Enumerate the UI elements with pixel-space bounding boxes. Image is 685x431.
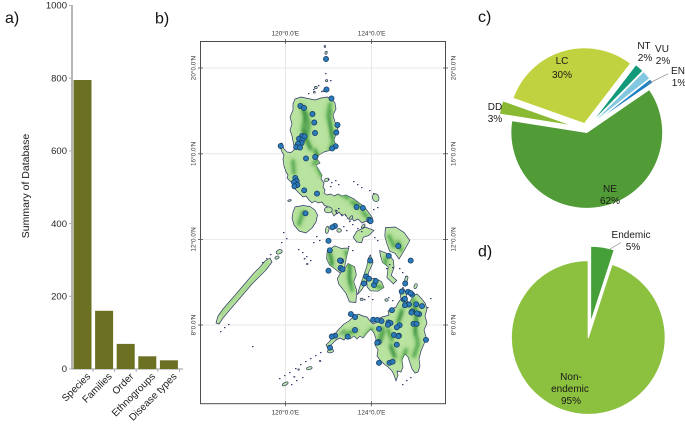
- svg-text:VU: VU: [655, 44, 669, 55]
- svg-text:600: 600: [51, 146, 67, 157]
- svg-text:95%: 95%: [561, 396, 581, 407]
- svg-text:0: 0: [62, 364, 67, 375]
- svg-text:200: 200: [51, 292, 67, 303]
- svg-text:3%: 3%: [488, 114, 503, 125]
- svg-text:20°0.0'N: 20°0.0'N: [189, 55, 197, 80]
- svg-text:400: 400: [51, 219, 67, 230]
- svg-text:12°0.0'N: 12°0.0'N: [450, 227, 458, 252]
- svg-text:124°0.0'E: 124°0.0'E: [358, 409, 386, 417]
- svg-text:endemic: endemic: [551, 384, 589, 395]
- svg-text:8°0.0'N: 8°0.0'N: [450, 314, 458, 335]
- svg-text:120°0.0'E: 120°0.0'E: [272, 409, 300, 417]
- svg-text:LC: LC: [556, 56, 569, 67]
- svg-text:2%: 2%: [638, 53, 653, 64]
- svg-text:NT: NT: [637, 41, 650, 52]
- svg-text:120°0.0'E: 120°0.0'E: [272, 30, 300, 38]
- svg-text:Non-: Non-: [560, 372, 582, 383]
- svg-text:a): a): [5, 10, 19, 27]
- svg-text:EN: EN: [671, 66, 685, 77]
- svg-text:d): d): [478, 244, 492, 261]
- svg-text:b): b): [155, 11, 169, 28]
- svg-text:16°0.0'N: 16°0.0'N: [450, 141, 458, 166]
- svg-text:12°0.0'N: 12°0.0'N: [189, 227, 197, 252]
- svg-text:NE: NE: [603, 184, 617, 195]
- svg-text:Summary of Database: Summary of Database: [20, 134, 32, 239]
- svg-text:800: 800: [51, 73, 67, 84]
- svg-text:DD: DD: [488, 102, 502, 113]
- svg-text:20°0.0'N: 20°0.0'N: [450, 55, 458, 80]
- svg-text:16°0.0'N: 16°0.0'N: [189, 141, 197, 166]
- svg-text:5%: 5%: [626, 242, 641, 253]
- svg-text:c): c): [478, 9, 491, 26]
- svg-text:Endemic: Endemic: [612, 230, 651, 241]
- svg-text:1000: 1000: [46, 1, 67, 12]
- svg-text:124°0.0'E: 124°0.0'E: [358, 30, 386, 38]
- svg-text:1%: 1%: [672, 78, 685, 89]
- svg-text:8°0.0'N: 8°0.0'N: [189, 314, 197, 335]
- svg-text:2%: 2%: [656, 56, 671, 67]
- svg-text:30%: 30%: [552, 70, 572, 81]
- svg-text:62%: 62%: [600, 196, 620, 207]
